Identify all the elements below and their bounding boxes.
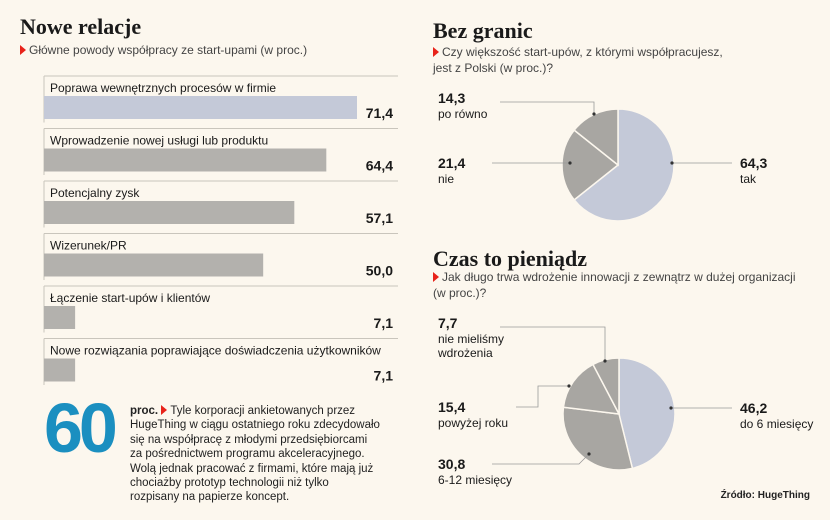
triangle-bullet-icon [20,45,26,55]
pie1-porowno-label: po równo [438,107,488,121]
bar-value-label: 7,1 [374,315,394,331]
bar-chart-title: Nowe relacje [20,14,142,39]
bar-category-label: Nowe rozwiązania poprawiające doświadcze… [50,344,381,358]
pie2-subtitle-line1: Jak długo trwa wdrożenie innowacji z zew… [442,270,796,284]
pie1-tak-value: 64,3 [740,155,767,171]
bar-value-label: 7,1 [374,368,394,384]
bar-category-label: Poprawa wewnętrznych procesów w firmie [50,81,276,95]
source-label: Źródło: [720,490,755,501]
bar-value-label: 57,1 [366,210,393,226]
bar-category-label: Potencjalny zysk [50,186,140,200]
pie2-powyzej-label: powyżej roku [438,416,508,430]
triangle-bullet-icon [433,47,439,57]
leader-dot [669,406,673,410]
leader-line [516,385,569,408]
callout-number: 60 [44,389,118,467]
bar [44,306,76,329]
leader-line [492,453,590,465]
pie-slice [561,129,620,201]
pie2-brak-value: 7,7 [438,315,458,331]
leader-dot [587,452,591,456]
bar-chart: Poprawa wewnętrznych procesów w firmie 71… [43,75,398,385]
bar [44,148,327,172]
pie1-subtitle-line1: Czy większość start-upów, z którymi wspó… [442,45,723,59]
bar-chart-subtitle: Główne powody współpracy ze start-upami … [20,42,307,58]
bar-category-label: Wizerunek/PR [50,239,127,253]
callout-unit: proc. [130,405,159,417]
bar [44,201,295,224]
callout-body: Tyle korporacji ankietowanych przez Huge… [130,405,380,504]
source-name: HugeThing [757,490,810,501]
bar-value-label: 71,4 [366,105,393,121]
pie1-tak-label: tak [740,172,757,186]
leader-dot [568,161,572,165]
leader-line [500,326,606,361]
bar-chart-subtitle-text: Główne powody współpracy ze start-upami … [29,43,308,57]
pie2-brak-label: nie mieliśmy [438,332,504,346]
bar [44,358,76,382]
leader-dot [670,161,674,165]
triangle-bullet-icon [433,272,439,282]
pie-slice [618,357,676,470]
pie2-brak-label: wdrożenia [437,346,493,360]
triangle-bullet-icon [161,405,168,415]
pie2-612-value: 30,8 [438,456,465,472]
pie1-title: Bez granic [433,18,533,43]
leader-dot [603,359,607,363]
leader-dot [592,112,596,116]
callout-text: proc. Tyle korporacji ankietowanych prze… [130,404,380,505]
leader-dot [567,384,571,388]
pie1-nie-value: 21,4 [438,155,465,171]
source-note: Źródło: HugeThing [721,490,810,501]
pie-chart-time: 46,2do 6 miesięcy 30,86-12 miesięcy 15,4po… [437,315,813,487]
bar [44,96,357,119]
pie2-powyzej-value: 15,4 [438,399,465,415]
bar [44,253,264,277]
pie2-do6-value: 46,2 [740,400,767,416]
pie1-porowno-value: 14,3 [438,90,465,106]
pie-slice [562,406,634,471]
pie2-subtitle: Jak długo trwa wdrożenie innowacji z zew… [433,269,796,301]
bar-category-label: Wprowadzenie nowej usługi lub produktu [50,134,268,148]
leader-line [500,101,595,114]
bar-value-label: 50,0 [366,263,393,279]
pie2-title: Czas to pieniądz [433,246,587,271]
pie2-subtitle-line2: (w proc.)? [433,286,487,300]
pie2-612-label: 6-12 miesięcy [438,473,512,487]
pie2-do6-label: do 6 miesięcy [740,417,813,431]
pie1-subtitle: Czy większość start-upów, z którymi wspó… [433,44,723,76]
pie-slice [562,363,621,415]
pie1-subtitle-line2: jest z Polski (w proc.)? [433,61,554,75]
bar-value-label: 64,4 [366,158,393,174]
pie-slice [573,108,675,222]
pie1-nie-label: nie [438,172,454,186]
bar-category-label: Łączenie start-upów i klientów [50,291,210,305]
